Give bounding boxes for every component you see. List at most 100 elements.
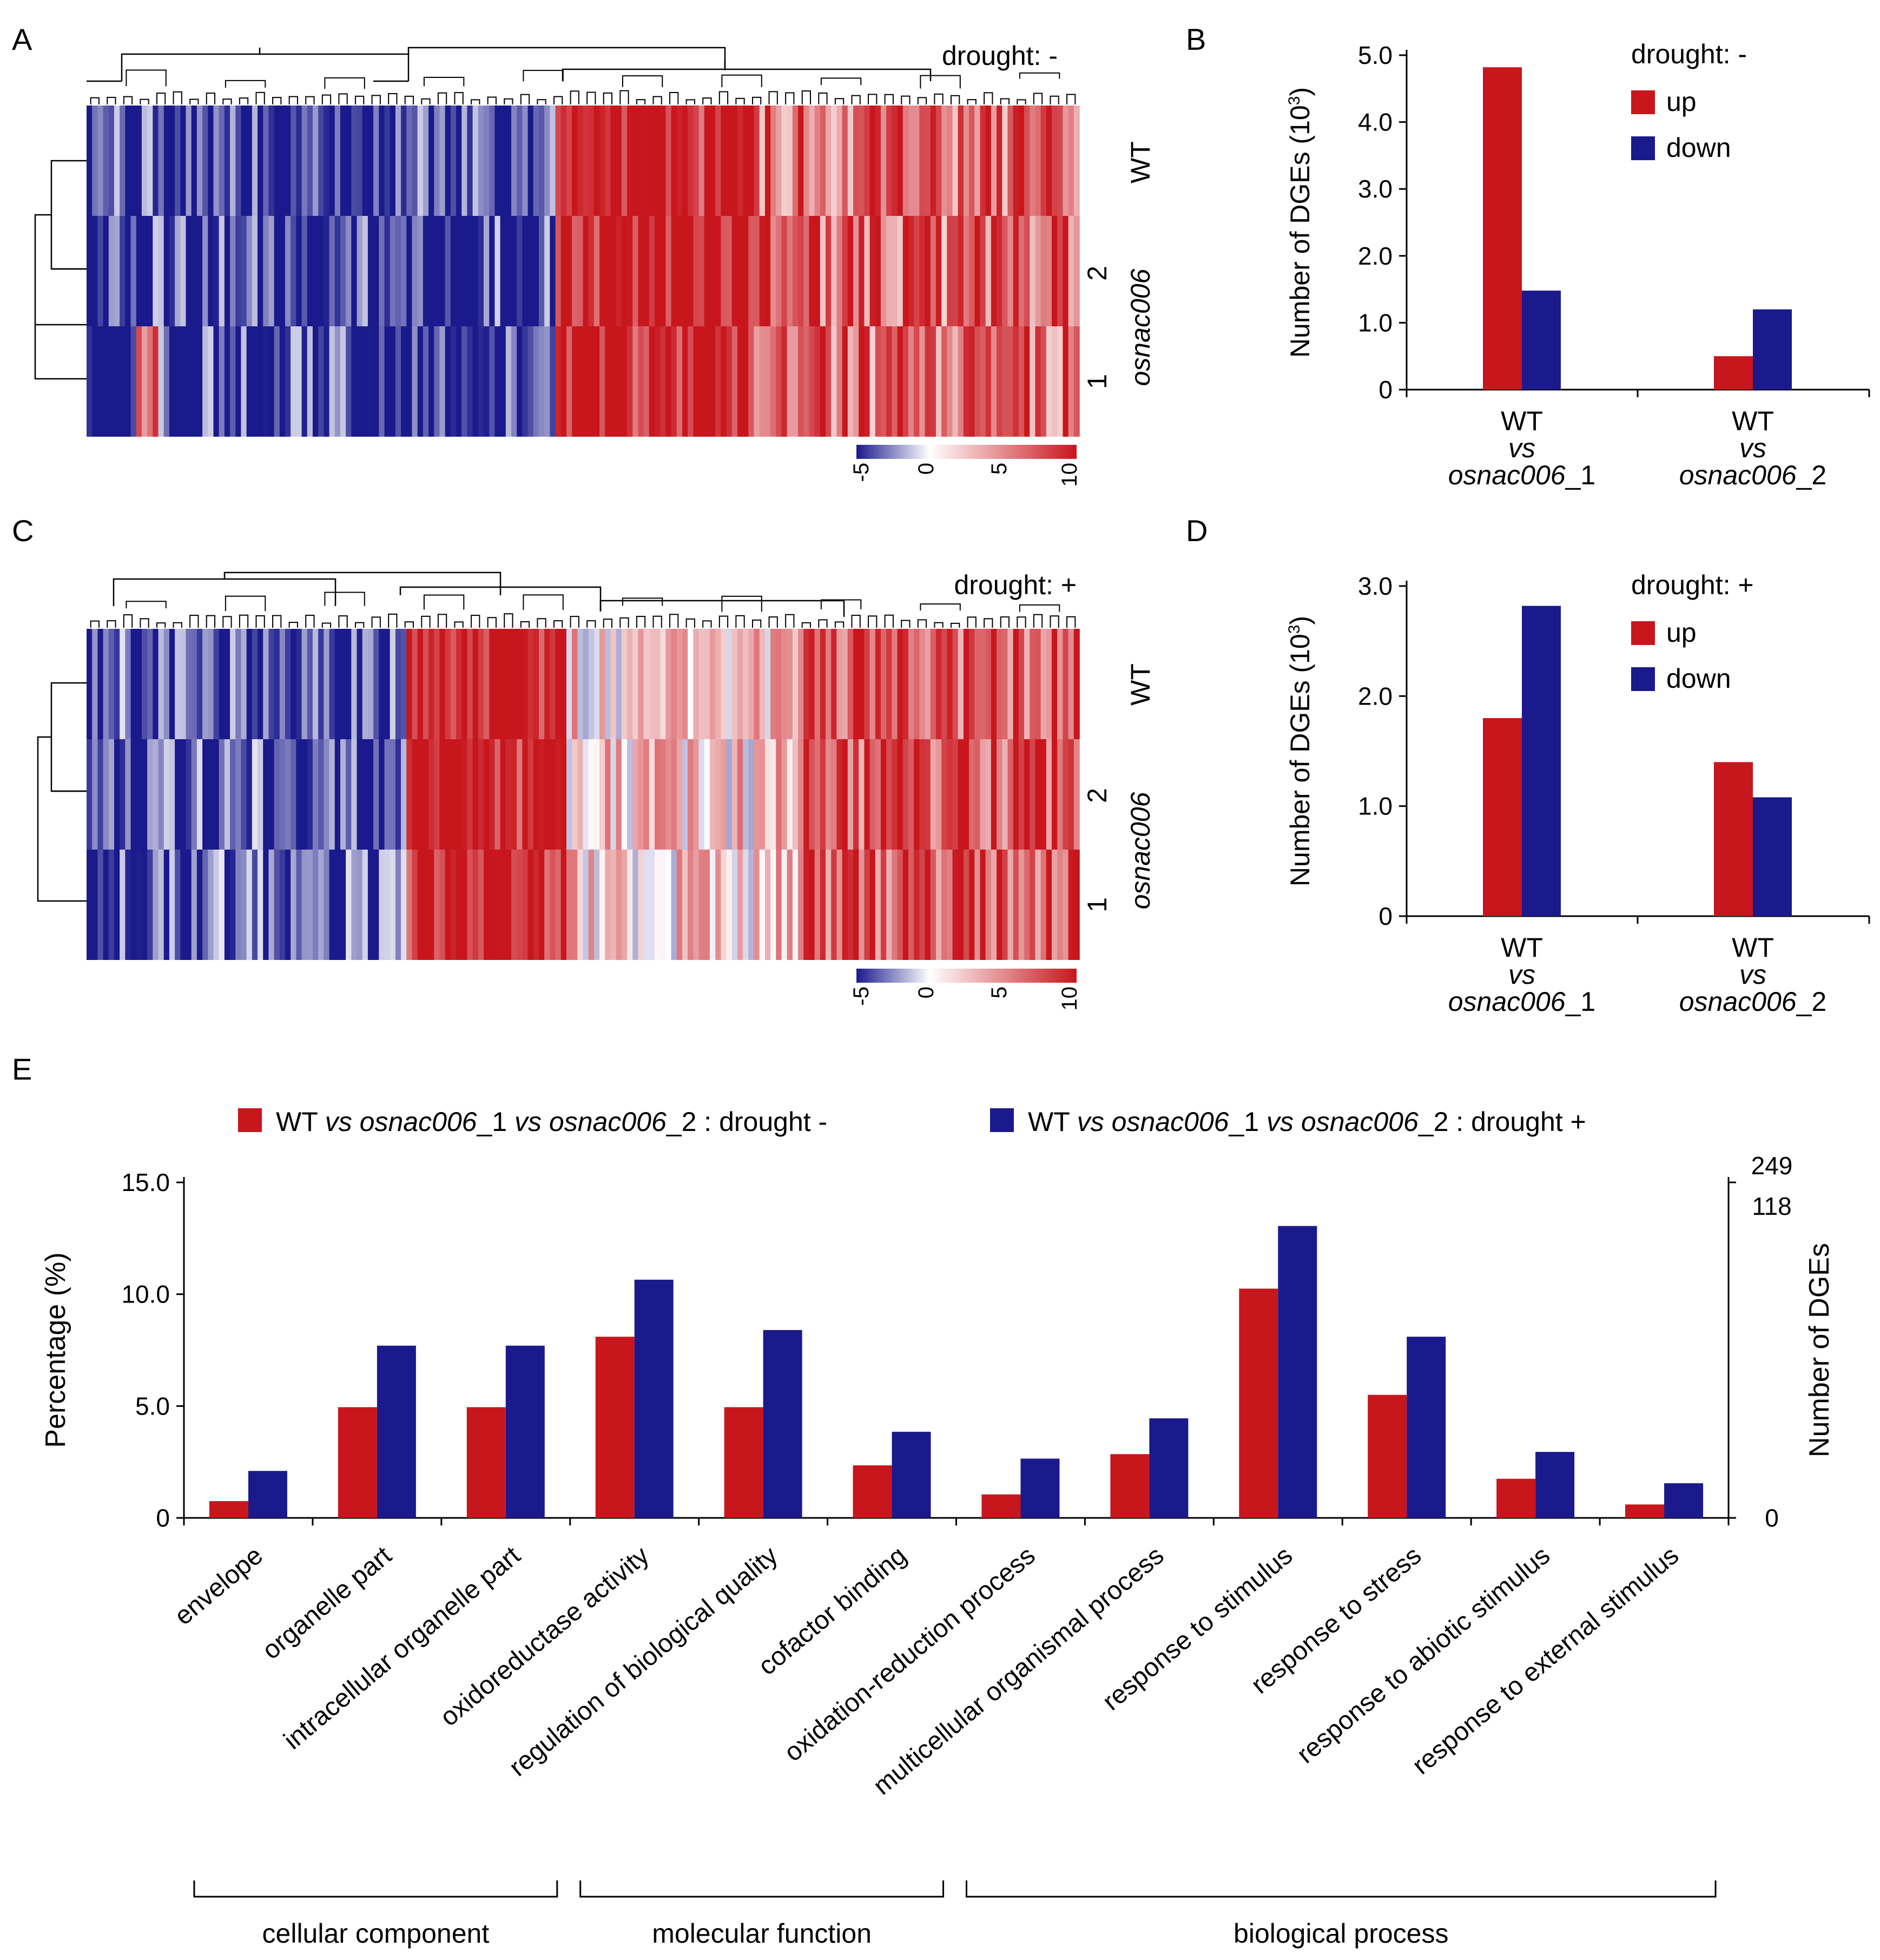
heatmap-cell <box>213 106 220 216</box>
heatmap-cell <box>367 216 374 326</box>
heatmap-cell <box>373 106 380 216</box>
heatmap-cell <box>1024 739 1031 850</box>
heatmap-cell <box>125 326 131 437</box>
heatmap-cell <box>792 216 799 326</box>
heatmap-cell <box>92 106 98 216</box>
heatmap-cell <box>417 850 424 960</box>
heatmap-cell <box>693 850 700 960</box>
heatmap-cell <box>230 216 236 326</box>
heatmap-cell <box>902 326 909 437</box>
heatmap-cell <box>312 739 319 850</box>
heatmap-cell <box>235 629 242 739</box>
legend-title: drought: - <box>1631 39 1747 69</box>
dendrogram-branch <box>1050 95 1059 104</box>
heatmap-cell <box>593 216 600 326</box>
bar-drought-minus <box>1110 1454 1150 1518</box>
category-label: organelle part <box>257 1541 397 1665</box>
heatmap-cell <box>638 106 644 216</box>
heatmap-cell <box>1013 106 1019 216</box>
heatmap-cell <box>853 326 860 437</box>
bar-up <box>1714 356 1753 390</box>
heatmap-cell <box>820 850 826 960</box>
heatmap-cell <box>605 326 611 437</box>
heatmap-cell <box>1040 326 1047 437</box>
heatmap-cell <box>296 326 302 437</box>
heatmap-cell <box>991 629 997 739</box>
heatmap-cell <box>533 106 539 216</box>
heatmap-cell <box>941 629 948 739</box>
heatmap-cell <box>826 326 832 437</box>
heatmap-cell <box>555 106 562 216</box>
text-span: 3 <box>1285 96 1303 106</box>
heatmap-cell <box>881 739 887 850</box>
heatmap-cell <box>439 326 446 437</box>
heatmap-cell <box>340 106 346 216</box>
heatmap-cell <box>450 106 457 216</box>
heatmap-cell <box>665 326 672 437</box>
heatmap-cell <box>395 739 401 850</box>
heatmap-cell <box>362 326 368 437</box>
text-span <box>542 1107 549 1137</box>
heatmap-cell <box>621 326 628 437</box>
heatmap-cell <box>351 106 358 216</box>
heatmap-cell <box>947 106 953 216</box>
heatmap-cell <box>555 629 562 739</box>
heatmap-cell <box>472 850 479 960</box>
heatmap-cell <box>544 850 551 960</box>
heatmap-cell <box>467 850 473 960</box>
y-tick-label: 10.0 <box>121 1280 170 1308</box>
heatmap-cell <box>709 739 716 850</box>
heatmap-cell <box>202 739 209 850</box>
heatmap-cell <box>1040 739 1047 850</box>
heatmap-cell <box>130 739 137 850</box>
dendrogram-branch <box>520 621 530 628</box>
heatmap-cell <box>428 739 435 850</box>
heatmap-cell <box>826 106 832 216</box>
heatmap-cell <box>748 106 755 216</box>
heatmap-cell <box>754 629 760 739</box>
bar-down <box>1522 606 1561 916</box>
heatmap-cell <box>379 106 385 216</box>
heatmap-cell <box>676 106 683 216</box>
heatmap-cell <box>208 739 214 850</box>
heatmap-cell <box>1007 216 1014 326</box>
heatmap-cell <box>704 850 710 960</box>
dendrogram-branch <box>523 594 564 610</box>
heatmap-cell <box>914 739 920 850</box>
heatmap-cell <box>941 106 948 216</box>
heatmap-cell <box>638 629 644 739</box>
heatmap-cell <box>252 106 258 216</box>
heatmap-cell <box>566 106 572 216</box>
heatmap-cell <box>908 629 914 739</box>
dendrogram-branch <box>225 595 266 611</box>
heatmap-cell <box>489 629 496 739</box>
heatmap-cell <box>1024 216 1031 326</box>
heatmap-cell <box>461 739 468 850</box>
panel-letter-c: C <box>12 514 34 548</box>
heatmap-cell <box>560 739 567 850</box>
heatmap-cell <box>390 629 396 739</box>
heatmap-cell <box>274 106 280 216</box>
dendrogram-branch <box>272 615 282 628</box>
heatmap-cell <box>660 739 667 850</box>
heatmap-cell <box>621 106 628 216</box>
heatmap-cell <box>401 106 407 216</box>
heatmap-cell <box>869 739 876 850</box>
heatmap-cell <box>213 629 220 739</box>
text-span: _2 <box>666 1107 697 1137</box>
heatmap-cell <box>472 216 479 326</box>
heatmap-cell <box>456 739 463 850</box>
dendrogram-branch <box>851 95 861 104</box>
heatmap-cell <box>649 216 655 326</box>
dendrogram-branch <box>1066 94 1076 104</box>
heatmap-cell <box>87 216 93 326</box>
heatmap-cell <box>764 326 771 437</box>
heatmap-cell <box>533 739 539 850</box>
dendrogram-branch <box>570 90 579 104</box>
heatmap-cell <box>1073 216 1080 326</box>
heatmap-cell <box>120 216 126 326</box>
heatmap-cell <box>130 216 137 326</box>
heatmap-cell <box>141 629 148 739</box>
dendrogram-branch <box>669 92 679 104</box>
heatmap-cell <box>219 326 225 437</box>
